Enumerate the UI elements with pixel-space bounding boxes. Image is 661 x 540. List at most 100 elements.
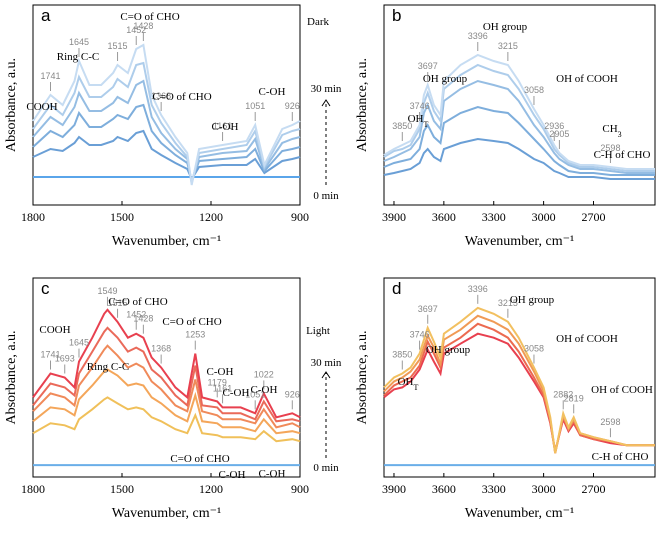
annotation-text: OH: [398, 376, 414, 388]
peak-label: 1741: [40, 71, 60, 81]
spectrum-line: [32, 103, 301, 185]
peak-label: 1051: [245, 389, 265, 399]
peak-label: 3746: [410, 330, 430, 340]
annotation: C-OH: [251, 384, 278, 396]
annotation: C-OH: [223, 387, 250, 399]
annotation: C-OH: [212, 121, 239, 133]
x-tick-label: 3000: [532, 210, 556, 224]
peak-label: 3396: [468, 284, 488, 294]
peak-label: 3746: [410, 101, 430, 111]
panel-label: b: [392, 6, 401, 25]
x-tick-label: 1500: [110, 482, 134, 496]
peak-label: 3215: [498, 41, 518, 51]
y-axis-title: Absorbance, a.u.: [355, 58, 370, 152]
annotation: C-H of CHO: [592, 451, 649, 463]
y-axis-title: Absorbance, a.u.: [4, 58, 19, 152]
x-tick-label: 900: [291, 482, 309, 496]
annotation-subscript: T: [414, 383, 419, 392]
spectrum-line: [383, 105, 655, 176]
annotation: OHT: [398, 376, 419, 392]
panel-label: c: [41, 279, 50, 298]
peak-label: 1741: [40, 350, 60, 360]
annotation: OH group: [510, 294, 555, 306]
annotation: C-OH: [219, 469, 246, 481]
peak-label: 3058: [524, 85, 544, 95]
spectrum-line: [32, 396, 301, 443]
peak-label: 2819: [564, 393, 584, 403]
peak-label: 1161: [213, 383, 232, 393]
spectrum-line: [383, 79, 655, 174]
x-tick-label: 2700: [581, 210, 605, 224]
spectrum-line: [383, 137, 655, 180]
x-tick-label: 1200: [199, 210, 223, 224]
peak-label: 3058: [524, 344, 544, 354]
spectrum-line: [383, 53, 655, 170]
annotation: C-OH: [207, 366, 234, 378]
x-axis-title: Wavenumber, cm⁻¹: [465, 506, 574, 521]
peak-label: 1515: [108, 298, 128, 308]
plot-frame: [32, 277, 301, 478]
peak-label: 2598: [600, 417, 620, 427]
annotation-subscript: 3: [618, 130, 622, 139]
annotation: OH of COOH: [556, 73, 618, 85]
x-tick-label: 3300: [482, 482, 506, 496]
peak-label: 1452: [126, 25, 146, 35]
peak-label: 2882: [553, 389, 573, 399]
annotation: Ring C-C: [57, 51, 99, 63]
x-tick-label: 3600: [432, 210, 456, 224]
peak-label: 3850: [392, 350, 412, 360]
peak-label: 1022: [254, 369, 274, 379]
x-tick-label: 3600: [432, 482, 456, 496]
panel-label: d: [392, 279, 401, 298]
time-arrow-head: [321, 99, 331, 107]
annotation: CH3: [602, 123, 621, 139]
peak-label: 3850: [392, 121, 412, 131]
peak-label: 1693: [55, 354, 75, 364]
x-tick-label: 3900: [382, 482, 406, 496]
peak-label: 1549: [97, 286, 117, 296]
panel-label: a: [41, 6, 51, 25]
annotation: C-H of CHO: [594, 149, 651, 161]
spectrum-line: [32, 79, 301, 184]
peak-label: 3396: [468, 31, 488, 41]
x-tick-label: 3300: [482, 210, 506, 224]
annotation: 30 min: [311, 357, 342, 369]
peak-label: 1253: [185, 330, 205, 340]
spectrum-line: [383, 306, 655, 454]
x-axis-title: Wavenumber, cm⁻¹: [112, 506, 221, 521]
annotation: C=O of CHO: [162, 316, 221, 328]
spectrum-line: [32, 344, 301, 429]
peak-label: 3215: [498, 298, 518, 308]
x-tick-label: 1500: [110, 210, 134, 224]
peak-label: 1645: [69, 37, 89, 47]
peak-label: 1515: [108, 41, 128, 51]
peak-label: 1368: [151, 344, 171, 354]
peak-label: 926: [285, 389, 300, 399]
x-tick-label: 900: [291, 210, 309, 224]
x-tick-label: 1800: [21, 210, 45, 224]
annotation: C-OH: [259, 86, 286, 98]
peak-label: 1428: [133, 21, 153, 31]
annotation: C=O of CHO: [170, 453, 229, 465]
peak-label: 3697: [418, 61, 438, 71]
spectrum-line: [32, 61, 301, 184]
x-tick-label: 2700: [581, 482, 605, 496]
annotation: OH group: [483, 21, 528, 33]
annotation: Dark: [307, 16, 329, 28]
annotation: 30 min: [311, 83, 342, 95]
peak-label: 1179: [208, 377, 227, 387]
peak-label: 1051: [245, 101, 265, 111]
annotation: C=O of CHO: [120, 11, 179, 23]
annotation: C-OH: [259, 468, 286, 480]
annotation: C=O of CHO: [152, 91, 211, 103]
x-axis-title: Wavenumber, cm⁻¹: [112, 234, 221, 249]
annotation: COOH: [26, 101, 57, 113]
annotation-subscript: T: [424, 120, 429, 129]
annotation: OH of COOH: [556, 333, 618, 345]
x-tick-label: 1200: [199, 482, 223, 496]
peak-label: 2905: [549, 129, 569, 139]
annotation: OH group: [423, 73, 468, 85]
plot-frame: [383, 277, 656, 478]
annotation: 0 min: [313, 462, 339, 474]
